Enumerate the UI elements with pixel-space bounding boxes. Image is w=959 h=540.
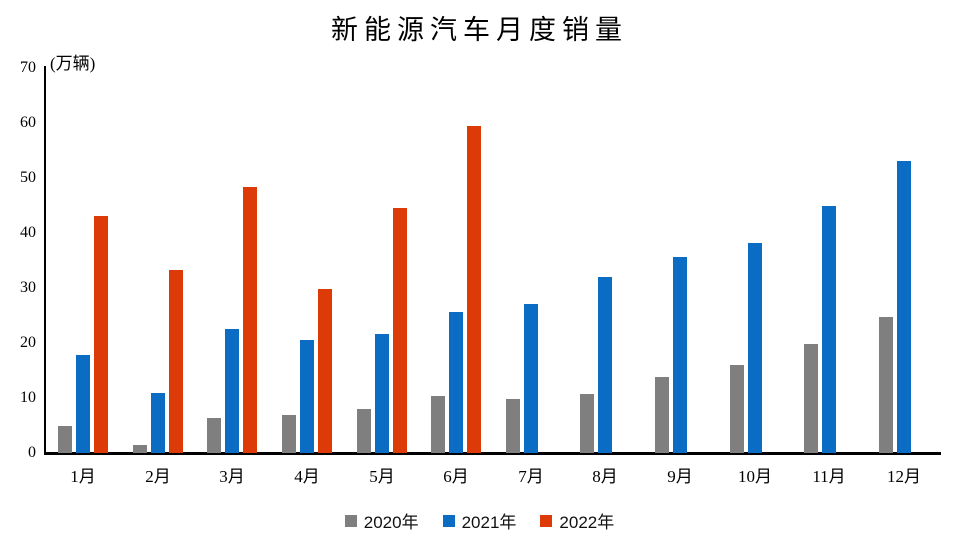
bar-2022年-2月 xyxy=(169,270,183,453)
x-axis-label: 10月 xyxy=(738,467,772,486)
bar-2020年-12月 xyxy=(879,317,893,453)
x-axis-label: 1月 xyxy=(70,467,96,486)
legend-label: 2021年 xyxy=(461,513,517,532)
y-tick-label: 70 xyxy=(20,59,36,77)
x-axis-label: 3月 xyxy=(219,467,245,486)
y-tick-label: 60 xyxy=(20,114,36,132)
x-axis-label: 7月 xyxy=(518,467,544,486)
chart-title: 新能源汽车月度销量 xyxy=(331,15,628,45)
x-axis-label: 12月 xyxy=(887,467,921,486)
legend-swatch-icon xyxy=(344,514,357,527)
bar-2021年-5月 xyxy=(375,334,389,453)
y-tick-label: 30 xyxy=(20,278,36,296)
y-axis-line xyxy=(44,66,46,454)
legend-item: 2020年 xyxy=(344,508,419,533)
legend-label: 2022年 xyxy=(559,513,615,532)
legend: 2020年 2021年 2022年 xyxy=(0,508,959,533)
bar-2021年-4月 xyxy=(300,340,314,453)
bar-2020年-6月 xyxy=(431,396,445,453)
bar-2021年-8月 xyxy=(598,277,612,453)
bar-2020年-10月 xyxy=(730,365,744,453)
bar-2022年-4月 xyxy=(318,289,332,453)
legend-swatch-icon xyxy=(442,514,455,527)
y-tick-label: 0 xyxy=(28,443,36,461)
bar-2020年-2月 xyxy=(133,445,147,453)
bar-2020年-7月 xyxy=(506,399,520,453)
legend-item: 2022年 xyxy=(540,508,614,533)
y-tick-label: 50 xyxy=(20,169,36,186)
x-axis-label: 6月 xyxy=(443,467,469,486)
x-axis-label: 11月 xyxy=(812,467,846,486)
x-axis-label: 5月 xyxy=(369,467,395,486)
bar-2020年-9月 xyxy=(655,377,669,453)
x-axis-label: 2月 xyxy=(145,467,171,486)
bar-2020年-3月 xyxy=(207,418,221,453)
y-axis-unit-label: (万辆) xyxy=(50,54,96,73)
bar-2021年-7月 xyxy=(524,304,538,453)
legend-swatch-icon xyxy=(540,514,553,527)
y-tick-label: 20 xyxy=(20,333,36,351)
x-axis-label: 9月 xyxy=(667,467,693,486)
legend-label: 2020年 xyxy=(363,513,419,532)
bar-2022年-6月 xyxy=(467,126,481,453)
bar-2021年-2月 xyxy=(151,393,165,453)
bar-2021年-12月 xyxy=(897,161,911,453)
bar-2020年-1月 xyxy=(58,426,72,453)
bar-2020年-4月 xyxy=(282,415,296,453)
x-axis-label: 8月 xyxy=(592,467,618,486)
y-tick-label: 10 xyxy=(20,388,36,406)
bar-2022年-1月 xyxy=(94,216,108,453)
bar-2021年-10月 xyxy=(748,243,762,453)
x-axis-line xyxy=(44,452,941,455)
bar-2021年-6月 xyxy=(449,312,463,453)
x-axis-label: 4月 xyxy=(294,467,320,486)
legend-item: 2021年 xyxy=(442,508,517,533)
bar-2020年-8月 xyxy=(580,394,594,453)
bar-2021年-1月 xyxy=(76,355,90,453)
bar-2022年-5月 xyxy=(393,208,407,453)
bar-2021年-3月 xyxy=(225,329,239,453)
bar-2022年-3月 xyxy=(243,187,257,453)
bar-2021年-9月 xyxy=(673,257,687,453)
bar-2020年-5月 xyxy=(357,409,371,453)
bar-2020年-11月 xyxy=(804,344,818,453)
y-tick-label: 40 xyxy=(20,223,36,241)
bar-2021年-11月 xyxy=(822,206,836,453)
